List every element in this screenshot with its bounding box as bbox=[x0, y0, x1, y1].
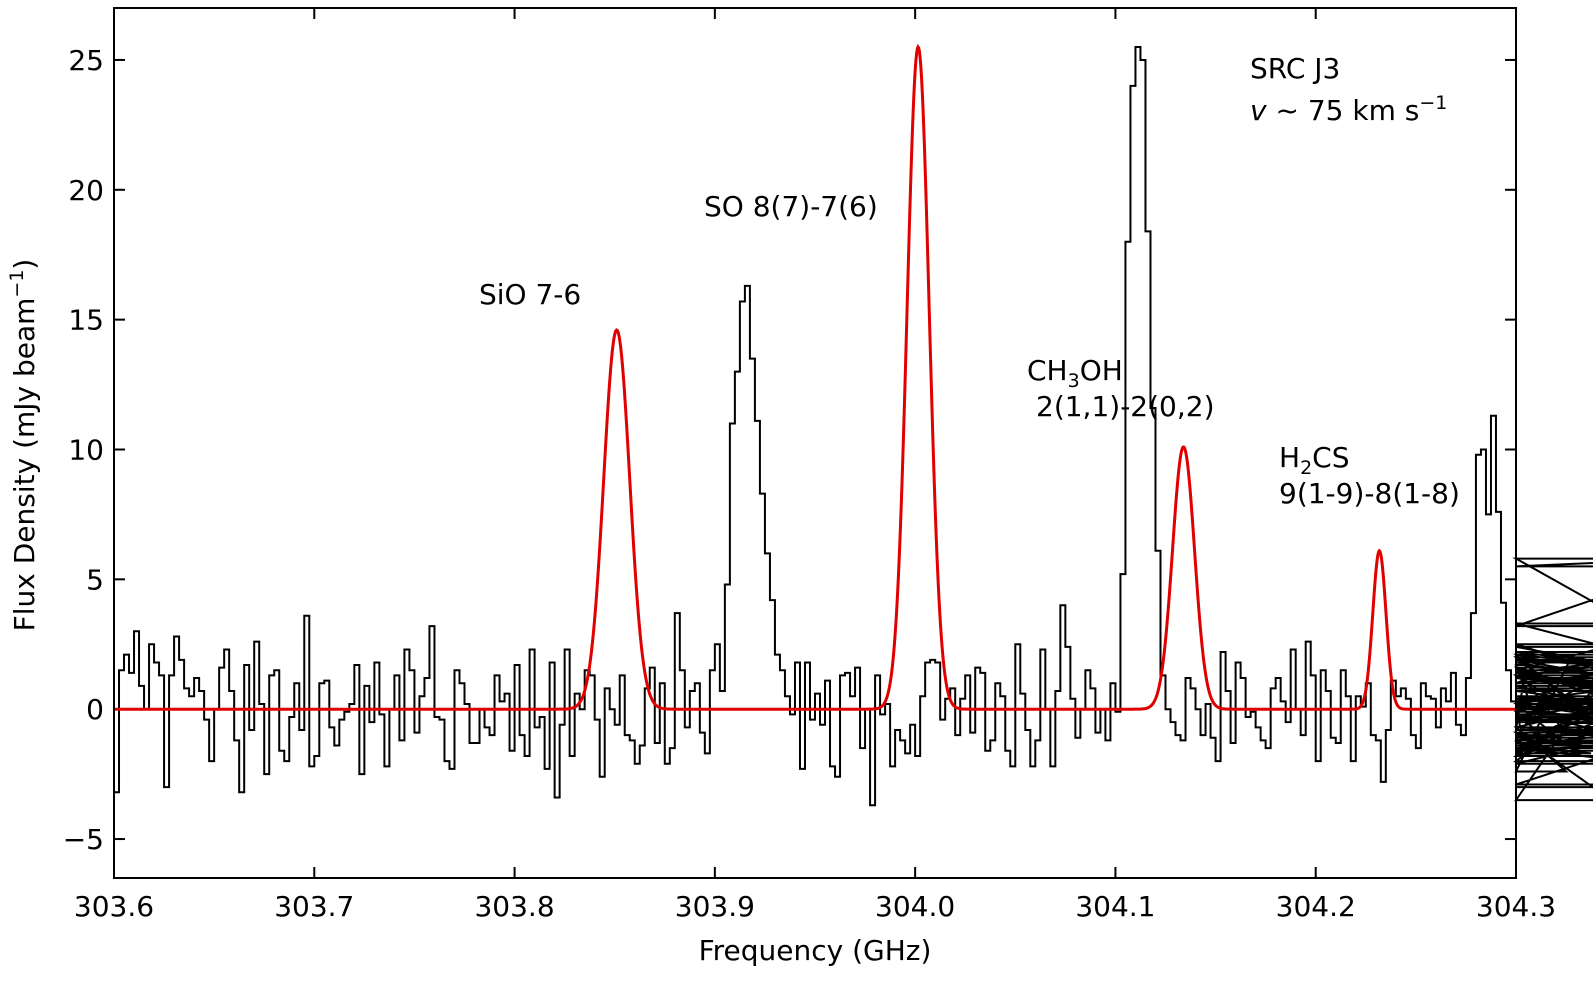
x-tick-label: 304.1 bbox=[1075, 890, 1155, 923]
x-tick-labels: 303.6 303.7 303.8 303.9 304.0 304.1 304.2 304.3 bbox=[74, 890, 1556, 923]
line-label-h2cs: H2CS bbox=[1279, 441, 1349, 479]
gaussian-fit-line bbox=[114, 43, 1516, 711]
spectrum-step-line bbox=[114, 45, 1593, 807]
x-tick-label: 304.0 bbox=[875, 890, 955, 923]
x-tick-label: 304.3 bbox=[1476, 890, 1556, 923]
y-tick-label: 5 bbox=[86, 563, 104, 596]
line-label-sio: SiO 7-6 bbox=[479, 278, 581, 311]
axis-ticks bbox=[113, 8, 1517, 878]
line-label-ch3oh: CH3OH bbox=[1027, 354, 1123, 392]
line-label-ch3oh-transition: 2(1,1)-2(0,2) bbox=[1036, 390, 1215, 423]
x-tick-label: 303.6 bbox=[74, 890, 154, 923]
y-tick-label: 0 bbox=[86, 693, 104, 726]
y-tick-label: 25 bbox=[68, 44, 104, 77]
x-axis-label: Frequency (GHz) bbox=[699, 934, 932, 967]
y-axis-label-group: Flux Density (mJy beam−1) bbox=[6, 259, 41, 632]
y-tick-label: 15 bbox=[68, 304, 104, 337]
velocity-label: v ~ 75 km s−1 bbox=[1250, 92, 1447, 127]
y-axis-label: Flux Density (mJy beam−1) bbox=[6, 259, 41, 632]
y-tick-label: 10 bbox=[68, 433, 104, 466]
y-tick-label: 20 bbox=[68, 174, 104, 207]
line-label-h2cs-transition: 9(1-9)-8(1-8) bbox=[1279, 477, 1460, 510]
y-tick-labels: −5 0 5 10 15 20 25 bbox=[63, 44, 104, 856]
plot-frame bbox=[113, 7, 1517, 879]
x-tick-label: 303.9 bbox=[675, 890, 755, 923]
plot-lines bbox=[114, 43, 1593, 807]
line-label-so: SO 8(7)-7(6) bbox=[704, 190, 878, 223]
y-tick-label: −5 bbox=[63, 823, 104, 856]
x-tick-label: 304.2 bbox=[1276, 890, 1356, 923]
source-label: SRC J3 bbox=[1250, 52, 1340, 85]
x-tick-label: 303.7 bbox=[274, 890, 354, 923]
x-tick-label: 303.8 bbox=[474, 890, 554, 923]
